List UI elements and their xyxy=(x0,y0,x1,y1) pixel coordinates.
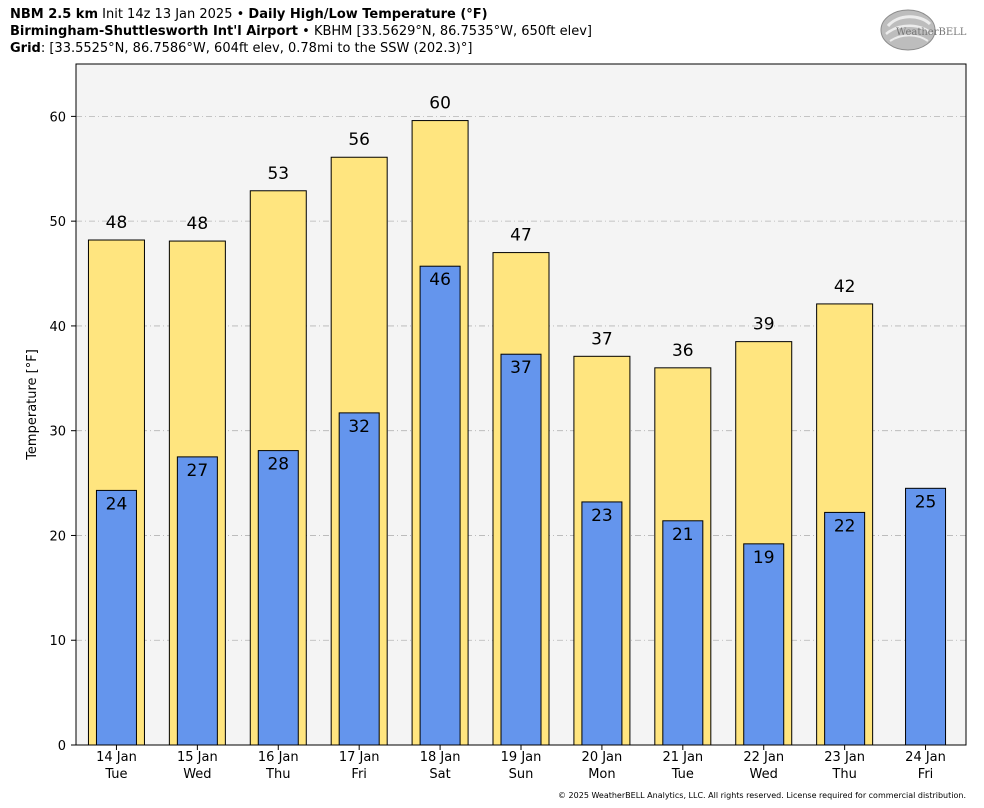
y-tick-label: 50 xyxy=(49,215,66,230)
high-temp-label: 39 xyxy=(753,315,775,335)
station-name: Birmingham-Shuttlesworth Int'l Airport xyxy=(10,24,299,39)
low-temp-label: 32 xyxy=(348,417,370,437)
low-temp-label: 23 xyxy=(591,506,613,526)
x-tick-label-day: Tue xyxy=(671,767,694,782)
low-temp-label: 24 xyxy=(106,494,128,514)
header-line-2: Birmingham-Shuttlesworth Int'l Airport •… xyxy=(10,23,592,40)
low-temp-label: 27 xyxy=(187,461,209,481)
x-tick-label-date: 14 Jan xyxy=(96,750,137,765)
x-tick-label-date: 23 Jan xyxy=(824,750,865,765)
grid-info: : [33.5525°N, 86.7586°W, 604ft elev, 0.7… xyxy=(40,41,473,56)
x-tick-label-day: Tue xyxy=(104,767,127,782)
low-temp-label: 25 xyxy=(915,492,937,512)
x-tick-label-date: 21 Jan xyxy=(662,750,703,765)
low-temp-label: 46 xyxy=(429,270,451,290)
high-temp-label: 47 xyxy=(510,226,532,246)
logo-wordmark: WeatherBELL xyxy=(896,27,967,38)
x-tick-label-day: Thu xyxy=(265,767,290,782)
low-temp-bar xyxy=(743,543,785,746)
y-tick-label: 30 xyxy=(49,425,66,440)
high-temp-label: 48 xyxy=(106,213,128,233)
low-temp-bar xyxy=(176,456,218,746)
grid-label: Grid xyxy=(10,41,41,56)
x-tick-label-day: Thu xyxy=(831,767,856,782)
y-axis-label: Temperature [°F] xyxy=(25,349,40,461)
x-tick-label-date: 22 Jan xyxy=(743,750,784,765)
high-temp-label: 60 xyxy=(429,94,451,114)
low-temp-label: 19 xyxy=(753,548,775,568)
low-temp-label: 21 xyxy=(672,525,694,545)
x-tick-label-date: 20 Jan xyxy=(582,750,623,765)
x-tick-label-day: Fri xyxy=(351,767,367,782)
low-temp-bar xyxy=(338,412,380,746)
x-tick-label-day: Sat xyxy=(429,767,450,782)
copyright-text: © 2025 WeatherBELL Analytics, LLC. All r… xyxy=(558,791,966,800)
chart-title: Daily High/Low Temperature (°F) xyxy=(248,7,488,22)
low-temp-label: 22 xyxy=(834,516,856,536)
y-tick-label: 10 xyxy=(49,634,66,649)
x-tick-label-date: 17 Jan xyxy=(339,750,380,765)
model-name: NBM 2.5 km xyxy=(10,7,98,22)
y-tick-label: 60 xyxy=(49,110,66,125)
plot-frame xyxy=(75,63,967,746)
low-temp-bar xyxy=(905,487,947,746)
high-temp-label: 37 xyxy=(591,329,613,349)
x-tick-label-date: 24 Jan xyxy=(905,750,946,765)
x-tick-label-date: 16 Jan xyxy=(258,750,299,765)
low-temp-bar xyxy=(95,489,137,746)
y-tick-label: 20 xyxy=(49,529,66,544)
low-temp-label: 28 xyxy=(267,455,289,475)
low-temp-bar xyxy=(500,353,542,746)
high-temp-label: 56 xyxy=(348,130,370,150)
x-tick-label-day: Wed xyxy=(750,767,778,782)
x-tick-label-day: Mon xyxy=(588,767,615,782)
x-tick-label-date: 19 Jan xyxy=(501,750,542,765)
x-tick-label-date: 18 Jan xyxy=(420,750,461,765)
high-temp-label: 48 xyxy=(187,214,209,234)
x-tick-label-day: Wed xyxy=(183,767,211,782)
high-temp-label: 42 xyxy=(834,277,856,297)
low-temp-bar xyxy=(662,520,704,746)
station-info: • KBHM [33.5629°N, 86.7535°W, 650ft elev… xyxy=(298,24,592,39)
y-tick-label: 0 xyxy=(58,739,66,754)
low-temp-label: 37 xyxy=(510,358,532,378)
low-temp-bar xyxy=(257,450,299,746)
x-tick-label-day: Fri xyxy=(918,767,934,782)
x-tick-label-date: 15 Jan xyxy=(177,750,218,765)
weatherbell-logo: WeatherBELL xyxy=(880,9,967,51)
y-tick-label: 40 xyxy=(49,320,66,335)
low-temp-bar xyxy=(419,265,461,746)
x-tick-label-day: Sun xyxy=(509,767,534,782)
header-line-3: Grid: [33.5525°N, 86.7586°W, 604ft elev,… xyxy=(10,40,472,57)
low-temp-bar xyxy=(581,501,623,746)
high-temp-label: 53 xyxy=(267,164,289,184)
init-time: Init 14z 13 Jan 2025 • xyxy=(98,7,249,22)
high-temp-label: 36 xyxy=(672,341,694,361)
header-line-1: NBM 2.5 km Init 14z 13 Jan 2025 • Daily … xyxy=(10,6,488,23)
low-temp-bar xyxy=(824,511,866,746)
